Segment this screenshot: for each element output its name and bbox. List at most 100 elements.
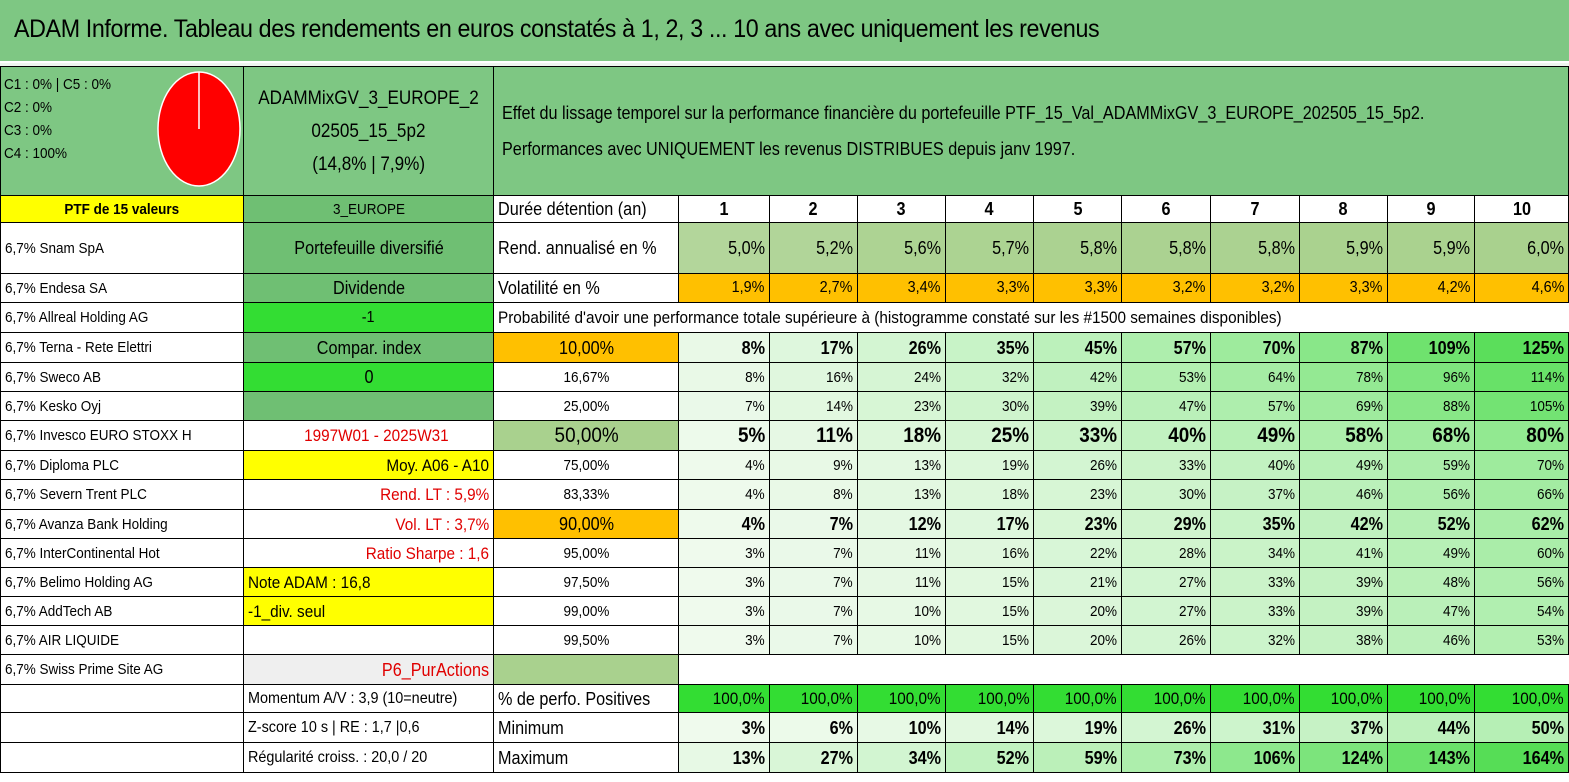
- probability-value[interactable]: 35%: [1209, 509, 1300, 539]
- probability-value[interactable]: 26%: [1121, 625, 1211, 655]
- maximum-value[interactable]: 52%: [944, 742, 1035, 773]
- holding-row[interactable]: 6,7% Belimo Holding AG: [0, 567, 245, 597]
- probability-value[interactable]: 27%: [1121, 596, 1211, 626]
- probability-value[interactable]: 18%: [944, 479, 1035, 510]
- probability-value[interactable]: 27%: [1121, 567, 1211, 597]
- maximum-value[interactable]: 164%: [1474, 742, 1569, 773]
- p6-label[interactable]: P6_PurActions: [243, 654, 495, 685]
- maximum-value[interactable]: 13%: [678, 742, 770, 773]
- probability-value[interactable]: 47%: [1121, 391, 1211, 421]
- minimum-value[interactable]: 6%: [768, 712, 858, 743]
- holding-row[interactable]: 6,7% Diploma PLC: [0, 450, 245, 480]
- maximum-value[interactable]: 27%: [768, 742, 858, 773]
- year-header[interactable]: 8: [1298, 195, 1388, 223]
- holding-row[interactable]: 6,7% Swiss Prime Site AG: [0, 654, 245, 685]
- probability-level[interactable]: 97,50%: [493, 567, 680, 597]
- maximum-value[interactable]: 143%: [1386, 742, 1476, 773]
- minimum-value[interactable]: 10%: [856, 712, 946, 743]
- probability-value[interactable]: 11%: [856, 567, 946, 597]
- probability-level[interactable]: 99,00%: [493, 596, 680, 626]
- probability-value[interactable]: 20%: [1033, 625, 1123, 655]
- minus-one[interactable]: -1: [243, 302, 495, 333]
- probability-value[interactable]: 35%: [944, 332, 1035, 363]
- probability-level[interactable]: 16,67%: [493, 362, 680, 392]
- probability-level[interactable]: 90,00%: [493, 509, 680, 539]
- probability-value[interactable]: 64%: [1209, 362, 1300, 392]
- probability-value[interactable]: 16%: [944, 538, 1035, 568]
- rend-value[interactable]: 5,7%: [944, 222, 1035, 274]
- vol-value[interactable]: 3,2%: [1209, 273, 1300, 303]
- probability-value[interactable]: 9%: [768, 450, 858, 480]
- probability-value[interactable]: 62%: [1474, 509, 1569, 539]
- rend-label[interactable]: Rend. annualisé en %: [493, 222, 680, 274]
- positives-value[interactable]: 100,0%: [1474, 684, 1569, 713]
- minimum-value[interactable]: 19%: [1033, 712, 1123, 743]
- rend-value[interactable]: 6,0%: [1474, 222, 1569, 274]
- probability-value[interactable]: 16%: [768, 362, 858, 392]
- holding-row[interactable]: 6,7% Terna - Rete Elettri: [0, 332, 245, 363]
- momentum[interactable]: Momentum A/V : 3,9 (10=neutre): [243, 684, 495, 713]
- probability-level[interactable]: 25,00%: [493, 391, 680, 421]
- holding-row[interactable]: 6,7% Sweco AB: [0, 362, 245, 392]
- probability-value[interactable]: 105%: [1474, 391, 1569, 421]
- probability-value[interactable]: 10%: [856, 625, 946, 655]
- vol-value[interactable]: 2,7%: [768, 273, 858, 303]
- probability-value[interactable]: 41%: [1298, 538, 1388, 568]
- probability-value[interactable]: 15%: [944, 567, 1035, 597]
- probability-value[interactable]: 4%: [678, 479, 770, 510]
- probability-value[interactable]: 23%: [1033, 509, 1123, 539]
- positives-value[interactable]: 100,0%: [1298, 684, 1388, 713]
- maximum-value[interactable]: 73%: [1121, 742, 1211, 773]
- positives-label[interactable]: % de perfo. Positives: [493, 684, 680, 713]
- probability-value[interactable]: 3%: [678, 538, 770, 568]
- year-header[interactable]: 10: [1474, 195, 1569, 223]
- proba-header[interactable]: Probabilité d'avoir une performance tota…: [493, 302, 1569, 333]
- probability-value[interactable]: 33%: [1209, 567, 1300, 597]
- probability-value[interactable]: 80%: [1474, 420, 1569, 451]
- probability-value[interactable]: 3%: [678, 567, 770, 597]
- positives-value[interactable]: 100,0%: [856, 684, 946, 713]
- probability-value[interactable]: 29%: [1121, 509, 1211, 539]
- probability-value[interactable]: 24%: [856, 362, 946, 392]
- minimum-value[interactable]: 50%: [1474, 712, 1569, 743]
- info-cell[interactable]: 1997W01 - 2025W31: [243, 420, 495, 451]
- dividend-label[interactable]: Dividende: [243, 273, 495, 303]
- probability-value[interactable]: 56%: [1474, 567, 1569, 597]
- rend-value[interactable]: 5,8%: [1033, 222, 1123, 274]
- holding-row[interactable]: 6,7% Severn Trent PLC: [0, 479, 245, 510]
- probability-value[interactable]: 49%: [1209, 420, 1300, 451]
- ptf-count[interactable]: PTF de 15 valeurs: [0, 195, 245, 223]
- probability-value[interactable]: 39%: [1033, 391, 1123, 421]
- probability-value[interactable]: 17%: [768, 332, 858, 363]
- minimum-value[interactable]: 14%: [944, 712, 1035, 743]
- probability-value[interactable]: 11%: [856, 538, 946, 568]
- regularite[interactable]: Régularité croiss. : 20,0 / 20: [243, 742, 495, 773]
- holding-row[interactable]: 6,7% Snam SpA: [0, 222, 245, 274]
- info-cell[interactable]: Rend. LT : 5,9%: [243, 479, 495, 510]
- minimum-value[interactable]: 44%: [1386, 712, 1476, 743]
- probability-value[interactable]: 15%: [944, 596, 1035, 626]
- probability-value[interactable]: 11%: [768, 420, 858, 451]
- info-cell[interactable]: Ratio Sharpe : 1,6: [243, 538, 495, 568]
- probability-value[interactable]: 32%: [944, 362, 1035, 392]
- probability-value[interactable]: 42%: [1033, 362, 1123, 392]
- probability-value[interactable]: 109%: [1386, 332, 1476, 363]
- year-header[interactable]: 7: [1209, 195, 1300, 223]
- probability-value[interactable]: 40%: [1209, 450, 1300, 480]
- empty-cell[interactable]: [0, 684, 245, 713]
- info-cell[interactable]: 0: [243, 362, 495, 392]
- maximum-label[interactable]: Maximum: [493, 742, 680, 773]
- probability-value[interactable]: 66%: [1474, 479, 1569, 510]
- info-cell[interactable]: Compar. index: [243, 332, 495, 363]
- probability-value[interactable]: 4%: [678, 509, 770, 539]
- minimum-value[interactable]: 37%: [1298, 712, 1388, 743]
- probability-value[interactable]: 56%: [1386, 479, 1476, 510]
- year-header[interactable]: 2: [768, 195, 858, 223]
- info-cell[interactable]: Note ADAM : 16,8: [243, 567, 495, 597]
- rend-value[interactable]: 5,0%: [678, 222, 770, 274]
- probability-value[interactable]: 7%: [768, 596, 858, 626]
- probability-value[interactable]: 19%: [944, 450, 1035, 480]
- vol-label[interactable]: Volatilité en %: [493, 273, 680, 303]
- probability-value[interactable]: 21%: [1033, 567, 1123, 597]
- probability-value[interactable]: 13%: [856, 450, 946, 480]
